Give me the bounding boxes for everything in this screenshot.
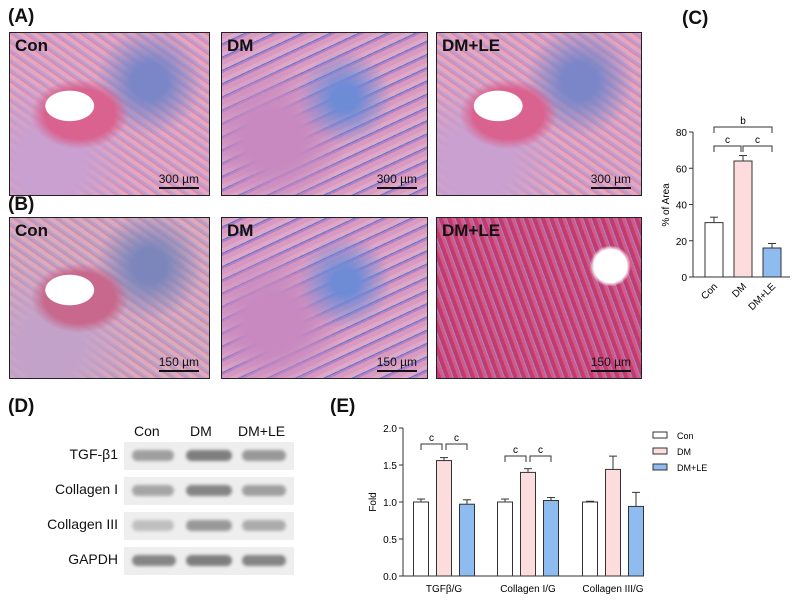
legend-swatch-DM+LE <box>652 463 668 471</box>
blot-strip-collagen3 <box>124 512 294 540</box>
y-tick-label: 40 <box>676 201 688 212</box>
image-label: DM+LE <box>442 221 501 240</box>
x-tick-label: Collagen III/G <box>582 584 643 595</box>
y-tick-label: 80 <box>676 128 688 139</box>
panel-label-c: (C) <box>682 8 709 29</box>
blot-strip-tgfb1 <box>124 442 294 470</box>
histology-a-con: Con 300 µm <box>9 32 210 196</box>
significance-bracket-label: c <box>725 135 730 146</box>
image-label: DM <box>227 221 254 240</box>
bar-DM+LE-Collagen I/G <box>543 500 559 577</box>
significance-bracket-label: c <box>513 445 518 456</box>
scale-text: 300 µm <box>590 172 631 186</box>
histology-b-dmle: DM+LE 150 µm <box>436 217 642 379</box>
blot-column-con: Con <box>134 423 160 439</box>
x-tick-label: Collagen I/G <box>500 584 556 595</box>
blot-column-dmle: DM+LE <box>238 423 286 439</box>
significance-bracket <box>420 443 443 450</box>
significance-bracket <box>713 126 773 133</box>
bar-DM-Collagen III/G <box>605 468 621 577</box>
histology-a-dm: DM 300 µm <box>221 32 428 196</box>
x-tick-label: DM+LE <box>747 281 779 313</box>
significance-bracket-label: c <box>454 433 459 444</box>
scale-bar: 150 µm <box>590 355 631 372</box>
scale-bar: 300 µm <box>158 172 199 189</box>
y-tick-label: 20 <box>676 237 688 248</box>
x-tick-label: TGFβ/G <box>426 584 463 595</box>
image-label: DM <box>227 36 254 55</box>
x-tick-label: Con <box>699 281 720 302</box>
blot-strip-gapdh <box>124 547 294 575</box>
scale-text: 300 µm <box>158 172 199 186</box>
y-tick-label: 0.0 <box>383 572 397 583</box>
blot-row-gapdh: GAPDH <box>68 551 118 567</box>
y-tick-label: 1.5 <box>383 461 397 472</box>
scale-bar: 300 µm <box>376 172 417 189</box>
significance-bracket-label: b <box>740 116 746 127</box>
bar-DM+LE <box>762 247 782 278</box>
bar-DM-TGFβ/G <box>436 460 452 577</box>
panel-label-d: (D) <box>8 396 35 417</box>
legend-label: Con <box>677 431 694 441</box>
y-tick-label: 0.5 <box>383 535 397 546</box>
bar-Con-Collagen I/G <box>497 501 513 577</box>
histology-a-dmle: DM+LE 300 µm <box>436 32 642 196</box>
blot-row-collagen3: Collagen III <box>47 516 118 532</box>
panel-label-e: (E) <box>330 396 356 417</box>
scale-text: 150 µm <box>158 355 199 369</box>
y-axis-label: % of Area <box>661 183 672 227</box>
significance-bracket-label: c <box>429 433 434 444</box>
significance-bracket <box>504 455 527 462</box>
scale-bar: 300 µm <box>590 172 631 189</box>
x-tick-label: DM <box>730 281 749 300</box>
significance-bracket-label: c <box>755 135 760 146</box>
scale-text: 300 µm <box>376 172 417 186</box>
panel-label-b: (B) <box>8 194 35 215</box>
significance-bracket-label: c <box>538 445 543 456</box>
legend-label: DM+LE <box>677 463 707 473</box>
image-label: Con <box>15 36 49 55</box>
bar-DM+LE-TGFβ/G <box>459 503 475 577</box>
panel-label-a: (A) <box>8 6 35 27</box>
significance-bracket <box>713 145 742 152</box>
bar-DM+LE-Collagen III/G <box>628 505 644 577</box>
legend-label: DM <box>677 447 691 457</box>
scale-bar: 150 µm <box>376 355 417 372</box>
scale-text: 150 µm <box>590 355 631 369</box>
blot-strip-collagen1 <box>124 477 294 505</box>
scale-text: 150 µm <box>376 355 417 369</box>
significance-bracket <box>529 455 552 462</box>
y-tick-label: 2.0 <box>383 424 397 435</box>
blot-row-tgfb1: TGF-β1 <box>69 446 119 462</box>
bar-Con <box>704 222 724 278</box>
y-tick-label: 60 <box>676 164 688 175</box>
bar-Con-Collagen III/G <box>582 501 598 577</box>
legend-swatch-Con <box>652 431 668 439</box>
bar-DM-Collagen I/G <box>520 471 536 577</box>
image-label: Con <box>15 221 49 240</box>
histology-b-dm: DM 150 µm <box>221 217 428 379</box>
legend-swatch-DM <box>652 447 668 455</box>
significance-bracket <box>742 145 773 152</box>
bar-Con-TGFβ/G <box>413 501 429 577</box>
y-tick-label: 0 <box>681 273 687 284</box>
blot-column-dm: DM <box>190 423 212 439</box>
bar-DM <box>733 160 753 278</box>
scale-bar: 150 µm <box>158 355 199 372</box>
significance-bracket <box>445 443 468 450</box>
blot-row-collagen1: Collagen I <box>54 481 118 497</box>
y-tick-label: 1.0 <box>383 498 397 509</box>
histology-b-con: Con 150 µm <box>9 217 210 379</box>
image-label: DM+LE <box>442 36 501 55</box>
y-axis-label: Fold <box>368 492 379 511</box>
